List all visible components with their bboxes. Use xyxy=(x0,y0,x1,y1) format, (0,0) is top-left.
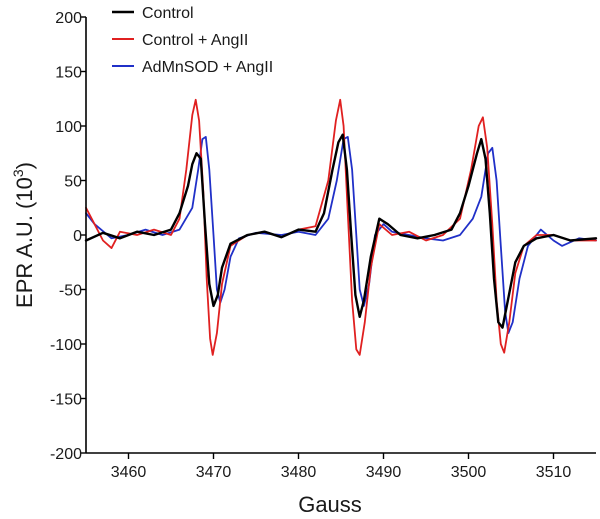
y-tick-label: -150 xyxy=(50,392,82,409)
y-tick-label: -50 xyxy=(59,283,82,300)
y-tick-label: 200 xyxy=(55,10,82,27)
y-axis-title-main: EPR A.U. (10 xyxy=(12,177,37,308)
x-tick-label: 3470 xyxy=(196,464,232,481)
y-tick-label: -100 xyxy=(50,337,82,354)
y-tick-label: 50 xyxy=(64,174,82,191)
x-tick-label: 3510 xyxy=(536,464,572,481)
y-tick-label: 100 xyxy=(55,119,82,136)
y-axis-title: EPR A.U. (103) xyxy=(10,162,37,308)
legend-label: Control + AngII xyxy=(142,32,248,49)
series-layer xyxy=(84,98,598,356)
x-tick-label: 3480 xyxy=(281,464,317,481)
y-axis-title-superscript: 3 xyxy=(10,169,26,177)
y-axis-title-close: ) xyxy=(12,162,37,169)
legend: Control Control + AngII AdMnSOD + AngII xyxy=(112,5,273,76)
x-axis-title: Gauss xyxy=(298,492,362,517)
legend-label: AdMnSOD + AngII xyxy=(142,59,273,76)
y-tick-label: 0 xyxy=(73,228,82,245)
y-tick-label: 150 xyxy=(55,65,82,82)
series-line-1 xyxy=(84,133,598,329)
plot-area: 3460 3470 3480 3490 3500 3510 -200 -150 -100 -50… xyxy=(50,10,598,481)
y-axis-ticks: -200 -150 -100 -50 0 50 100 150 200 xyxy=(50,10,86,463)
x-axis-ticks: 3460 3470 3480 3490 3500 3510 xyxy=(111,453,572,481)
x-tick-label: 3500 xyxy=(451,464,487,481)
y-tick-label: -200 xyxy=(50,446,82,463)
legend-label: Control xyxy=(142,5,194,22)
x-tick-label: 3490 xyxy=(366,464,402,481)
x-tick-label: 3460 xyxy=(111,464,147,481)
series-line-3 xyxy=(85,136,597,334)
